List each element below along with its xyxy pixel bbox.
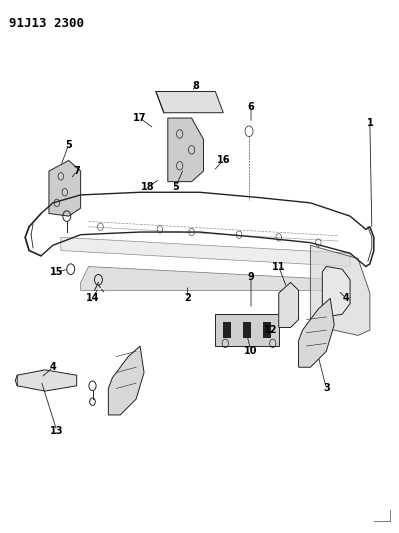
Polygon shape	[81, 266, 342, 290]
Text: 17: 17	[133, 113, 147, 123]
Polygon shape	[168, 118, 203, 182]
Text: 8: 8	[192, 81, 199, 91]
Polygon shape	[156, 92, 223, 113]
Bar	[223, 322, 231, 338]
Text: 13: 13	[50, 426, 63, 436]
Polygon shape	[279, 282, 298, 327]
Text: 12: 12	[264, 325, 278, 335]
Text: 16: 16	[217, 156, 230, 165]
Polygon shape	[322, 266, 350, 317]
Text: 10: 10	[244, 346, 258, 357]
Polygon shape	[215, 314, 279, 346]
Text: 6: 6	[248, 102, 255, 112]
Text: 15: 15	[50, 267, 63, 277]
Text: 4: 4	[343, 293, 350, 303]
Bar	[243, 322, 251, 338]
Polygon shape	[61, 237, 350, 266]
Text: 9: 9	[248, 272, 255, 282]
Text: 2: 2	[184, 293, 191, 303]
Text: 5: 5	[65, 140, 72, 150]
Polygon shape	[17, 370, 77, 391]
Text: 11: 11	[272, 262, 286, 271]
Text: 3: 3	[323, 383, 330, 393]
Text: 7: 7	[73, 166, 80, 176]
Text: 14: 14	[86, 293, 99, 303]
Text: 5: 5	[172, 182, 179, 192]
Text: 18: 18	[141, 182, 155, 192]
Text: 4: 4	[49, 362, 56, 372]
Polygon shape	[298, 298, 334, 367]
Bar	[263, 322, 271, 338]
Polygon shape	[310, 245, 370, 335]
Polygon shape	[49, 160, 81, 216]
Text: 1: 1	[367, 118, 373, 128]
Text: 91J13 2300: 91J13 2300	[9, 17, 84, 30]
Polygon shape	[109, 346, 144, 415]
